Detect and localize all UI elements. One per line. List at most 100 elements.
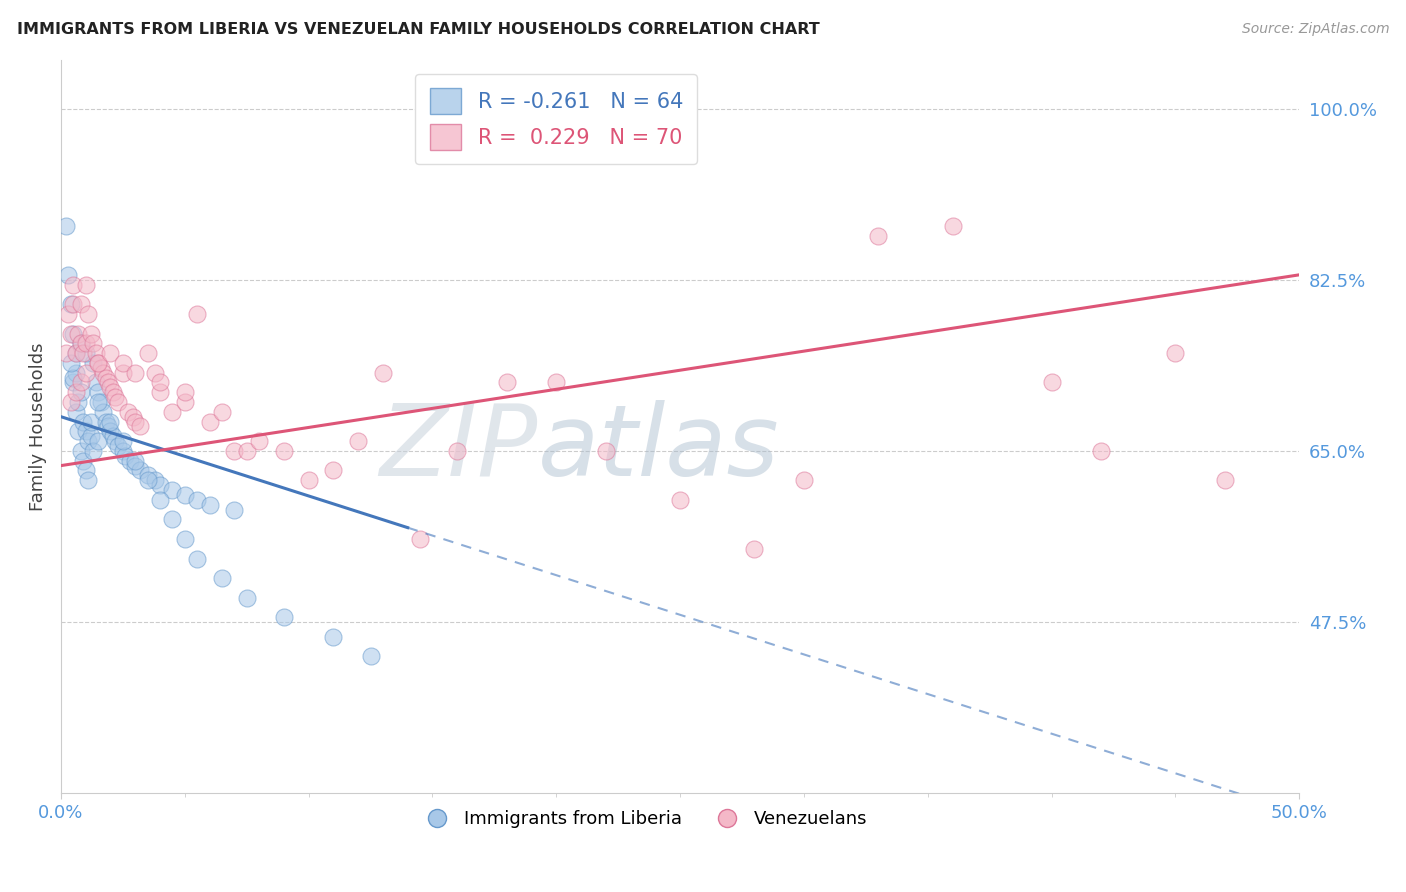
Point <box>59 297 82 311</box>
Point <box>87 356 110 370</box>
Point <box>211 571 233 585</box>
Point <box>198 415 221 429</box>
Point <box>198 498 221 512</box>
Point <box>100 380 122 394</box>
Point <box>100 425 122 439</box>
Point <box>173 395 195 409</box>
Point <box>162 512 184 526</box>
Point <box>371 366 394 380</box>
Point <box>173 385 195 400</box>
Point <box>104 390 127 404</box>
Text: IMMIGRANTS FROM LIBERIA VS VENEZUELAN FAMILY HOUSEHOLDS CORRELATION CHART: IMMIGRANTS FROM LIBERIA VS VENEZUELAN FA… <box>17 22 820 37</box>
Point <box>235 444 257 458</box>
Point <box>101 385 124 400</box>
Point <box>793 473 815 487</box>
Point <box>100 415 122 429</box>
Point <box>65 346 87 360</box>
Point <box>59 395 82 409</box>
Point <box>297 473 319 487</box>
Point <box>97 376 120 390</box>
Point <box>235 591 257 605</box>
Point <box>90 395 112 409</box>
Point <box>65 346 87 360</box>
Point <box>143 366 166 380</box>
Point <box>90 360 112 375</box>
Point <box>75 463 97 477</box>
Point <box>107 439 129 453</box>
Point <box>58 268 80 282</box>
Point <box>100 346 122 360</box>
Point <box>55 346 77 360</box>
Point <box>136 468 159 483</box>
Point <box>67 425 90 439</box>
Point <box>124 366 146 380</box>
Point <box>322 630 344 644</box>
Point <box>65 405 87 419</box>
Point <box>1164 346 1187 360</box>
Point <box>94 370 117 384</box>
Point <box>72 453 94 467</box>
Point <box>136 473 159 487</box>
Point <box>79 326 101 341</box>
Point <box>65 366 87 380</box>
Point <box>59 326 82 341</box>
Point <box>91 366 114 380</box>
Text: ZIP: ZIP <box>380 400 537 497</box>
Point <box>55 219 77 233</box>
Point <box>69 444 91 458</box>
Y-axis label: Family Households: Family Households <box>30 343 46 511</box>
Point <box>75 277 97 292</box>
Point <box>82 336 104 351</box>
Point <box>104 434 127 449</box>
Point <box>69 336 91 351</box>
Point <box>87 434 110 449</box>
Point <box>111 366 134 380</box>
Point <box>97 419 120 434</box>
Point <box>247 434 270 449</box>
Point <box>124 415 146 429</box>
Legend: Immigrants from Liberia, Venezuelans: Immigrants from Liberia, Venezuelans <box>412 803 875 836</box>
Point <box>69 376 91 390</box>
Point <box>107 395 129 409</box>
Point <box>941 219 963 233</box>
Point <box>79 429 101 443</box>
Point <box>224 502 246 516</box>
Point <box>149 376 172 390</box>
Point <box>495 376 517 390</box>
Point <box>129 419 152 434</box>
Point <box>595 444 617 458</box>
Point <box>409 532 432 546</box>
Point <box>79 415 101 429</box>
Point <box>149 385 172 400</box>
Point <box>77 307 100 321</box>
Point <box>669 492 692 507</box>
Point <box>75 425 97 439</box>
Point <box>111 356 134 370</box>
Point <box>111 434 134 449</box>
Point <box>75 336 97 351</box>
Point <box>87 395 110 409</box>
Point <box>58 307 80 321</box>
Point <box>72 346 94 360</box>
Point <box>143 473 166 487</box>
Point <box>101 429 124 443</box>
Point <box>149 478 172 492</box>
Point <box>62 376 84 390</box>
Point <box>1040 376 1063 390</box>
Point <box>186 551 208 566</box>
Point <box>211 405 233 419</box>
Point <box>129 463 152 477</box>
Point <box>446 444 468 458</box>
Point <box>124 458 146 473</box>
Point <box>84 376 107 390</box>
Point <box>117 405 139 419</box>
Point <box>82 444 104 458</box>
Point <box>84 346 107 360</box>
Point <box>62 326 84 341</box>
Point <box>1213 473 1236 487</box>
Point <box>162 405 184 419</box>
Point <box>120 453 142 467</box>
Point <box>67 326 90 341</box>
Point <box>1090 444 1112 458</box>
Point <box>77 473 100 487</box>
